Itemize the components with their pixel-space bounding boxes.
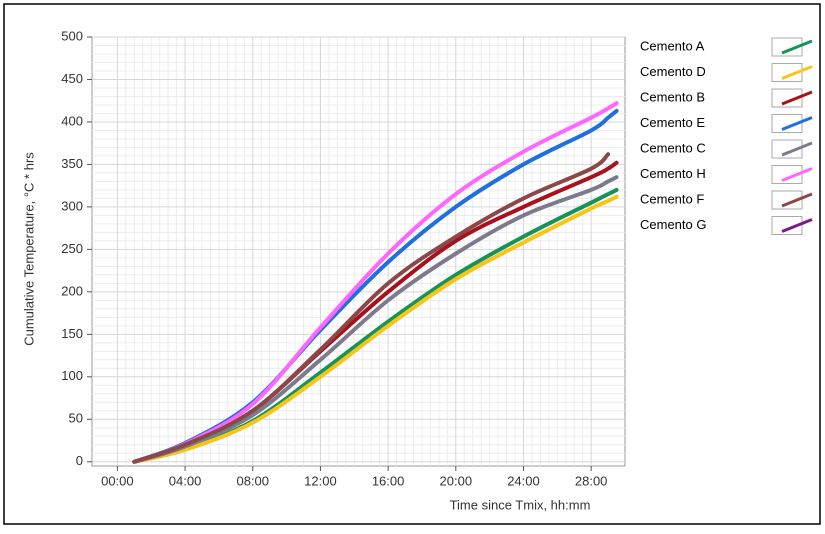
series-line: [132, 101, 619, 464]
x-tick-label: 04:00: [169, 473, 202, 488]
legend-label: Cemento F: [640, 191, 704, 206]
legend-swatch-box: [771, 63, 803, 82]
y-axis-label: Cumulative Temperature, °C * hrs: [21, 152, 36, 346]
legend-label: Cemento H: [640, 166, 706, 181]
legend-swatch: [781, 218, 813, 233]
legend-swatch: [781, 39, 813, 55]
legend-swatch-box: [771, 37, 803, 57]
y-tick-label: 350: [61, 156, 83, 171]
legend-label: Cemento D: [640, 64, 706, 79]
legend-swatch: [781, 65, 813, 80]
legend-swatch: [781, 90, 813, 106]
legend-swatch: [781, 192, 813, 208]
x-tick-label: 00:00: [101, 473, 134, 488]
legend-label: Cemento A: [640, 38, 705, 53]
x-tick-label: 20:00: [440, 473, 473, 488]
y-tick-label: 500: [61, 28, 83, 43]
frame: [3, 3, 821, 525]
legend-swatch-box: [771, 114, 803, 133]
y-tick-label: 450: [61, 71, 83, 86]
y-tick-label: 150: [61, 326, 83, 341]
y-tick-label: 250: [61, 241, 83, 256]
x-tick-label: 24:00: [507, 473, 540, 488]
legend-swatch-box: [771, 216, 803, 235]
y-tick-label: 50: [69, 411, 83, 426]
y-tick-label: 400: [61, 113, 83, 128]
x-tick-label: 08:00: [236, 473, 269, 488]
x-tick-label: 16:00: [372, 473, 405, 488]
legend-label: Cemento C: [640, 140, 706, 155]
legend-label: Cemento B: [640, 89, 705, 104]
legend-swatch: [781, 167, 813, 182]
legend-swatch: [781, 116, 813, 131]
legend-swatch-box: [771, 139, 803, 159]
series-line: [132, 194, 619, 464]
legend-swatch: [781, 141, 813, 157]
y-tick-label: 200: [61, 283, 83, 298]
x-tick-label: 28:00: [575, 473, 608, 488]
legend-label: Cemento G: [640, 217, 706, 232]
y-tick-label: 300: [61, 198, 83, 213]
legend-swatch-box: [771, 88, 803, 108]
legend-swatch-box: [771, 190, 803, 210]
y-tick-label: 0: [76, 453, 83, 468]
x-axis-label: Time since Tmix, hh:mm: [450, 497, 591, 512]
plot-area: [91, 36, 626, 467]
legend-label: Cemento E: [640, 115, 705, 130]
x-tick-label: 12:00: [304, 473, 337, 488]
legend-swatch-box: [771, 165, 803, 184]
y-tick-label: 100: [61, 368, 83, 383]
series-line: [132, 175, 619, 464]
series-line: [132, 152, 611, 464]
